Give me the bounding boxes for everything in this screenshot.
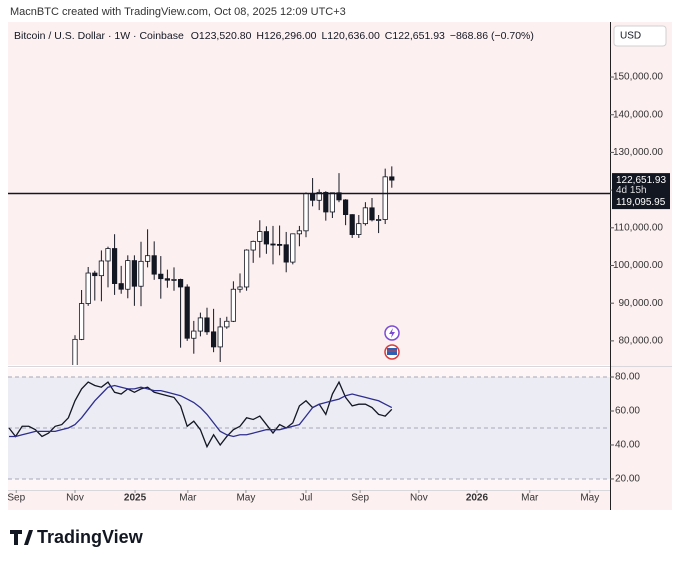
currency-button[interactable] xyxy=(613,25,667,47)
x-tick-label: May xyxy=(580,493,599,504)
x-tick-label: 2025 xyxy=(124,493,147,504)
hline-badge xyxy=(612,195,670,210)
legend-high: H126,296.00 xyxy=(256,30,316,42)
candle-body xyxy=(237,286,243,290)
candle-body xyxy=(92,272,98,277)
x-tick-label: Jul xyxy=(300,493,313,504)
x-tick-label: Nov xyxy=(410,493,428,504)
candle-body xyxy=(85,272,91,304)
candle-body xyxy=(342,199,349,216)
candle-body xyxy=(382,176,388,220)
candle-body xyxy=(290,233,296,263)
currency-label: USD xyxy=(620,31,641,42)
legend-open: O123,520.80 xyxy=(191,30,252,42)
candle-body xyxy=(144,255,151,262)
candle-body xyxy=(230,288,236,322)
candle-body xyxy=(389,176,395,181)
event-icon-bolt xyxy=(389,328,395,338)
candle-body xyxy=(217,326,223,348)
candle-body xyxy=(369,207,375,221)
candle-body xyxy=(204,317,210,333)
x-tick-label: Nov xyxy=(66,493,84,504)
x-tick-label: Sep xyxy=(7,493,25,504)
event-icons xyxy=(384,325,400,360)
x-tick-label: Mar xyxy=(521,493,539,504)
candle-body xyxy=(131,260,137,287)
candle-body xyxy=(78,303,85,340)
candle-body xyxy=(151,255,157,275)
y-tick-label: 150,000.00 xyxy=(613,72,663,83)
candle-body xyxy=(250,240,256,251)
y-tick-label: 110,000.00 xyxy=(614,222,664,233)
x-tick-label: May xyxy=(236,493,255,504)
candle-body xyxy=(138,260,144,287)
y-tick-label: 40.00 xyxy=(615,440,640,451)
hline-label: 119,095.95 xyxy=(616,197,666,208)
y-tick-label: 80,000.00 xyxy=(619,336,664,347)
candle-body xyxy=(224,320,230,328)
y-tick-label: 140,000.00 xyxy=(613,109,663,120)
candle-body xyxy=(164,278,170,281)
y-tick-label: 130,000.00 xyxy=(613,147,663,158)
y-tick-label: 60.00 xyxy=(615,406,640,417)
y-tick-label: 100,000.00 xyxy=(613,260,663,271)
y-tick-label: 80.00 xyxy=(615,372,640,383)
legend-close: C122,651.93 xyxy=(385,30,445,42)
rsi-lines xyxy=(8,380,393,449)
candle-body xyxy=(158,273,164,280)
candle-body xyxy=(171,279,177,281)
header: MacnBTC created with TradingView.com, Oc… xyxy=(10,6,346,18)
last-price-label: 122,651.93 xyxy=(616,175,666,186)
legend: Bitcoin / U.S. Dollar · 1W · Coinbase O1… xyxy=(14,30,534,42)
candle-body xyxy=(283,244,289,263)
x-tick-label: Mar xyxy=(179,493,197,504)
legend-symbol: Bitcoin / U.S. Dollar · 1W · Coinbase xyxy=(14,30,184,42)
candle-body xyxy=(72,338,78,365)
candle-body xyxy=(125,260,131,290)
candle-body xyxy=(316,191,322,201)
candle-body xyxy=(197,317,203,332)
candle-body xyxy=(257,231,263,242)
candle-body xyxy=(375,219,382,221)
candle-body xyxy=(184,286,190,339)
candle-body xyxy=(356,223,362,235)
candle-body xyxy=(263,231,269,245)
candle-body xyxy=(118,283,124,290)
y-tick-label: 20.00 xyxy=(615,474,640,485)
candle-body xyxy=(309,193,316,201)
logo: TradingView xyxy=(10,527,144,547)
candle-body xyxy=(111,248,118,284)
x-tick-label: Sep xyxy=(351,493,369,504)
candle-body xyxy=(362,207,368,225)
rsi-line xyxy=(8,380,393,449)
x-tick-label: 2026 xyxy=(466,493,489,504)
y-tick-label: 90,000.00 xyxy=(619,298,664,309)
last-price-badge xyxy=(612,173,670,198)
candle-body xyxy=(210,331,217,348)
price-axis xyxy=(610,22,672,510)
candle-body xyxy=(191,330,197,339)
candle-body xyxy=(303,193,309,232)
logo-text: TradingView xyxy=(37,527,144,547)
candle-body xyxy=(177,279,184,288)
candle-body xyxy=(270,243,276,246)
rsi-line xyxy=(8,384,393,438)
logo-mark xyxy=(10,530,33,545)
legend-low: L120,636.00 xyxy=(321,30,380,42)
candle-body xyxy=(323,191,329,213)
candle-body xyxy=(296,230,302,235)
countdown-label: 4d 15h xyxy=(616,185,647,196)
candle-body xyxy=(105,248,111,262)
candle-body xyxy=(98,260,104,277)
candle-body xyxy=(329,192,335,213)
candle-body xyxy=(349,214,355,235)
legend-change: −868.86 (−0.70%) xyxy=(450,30,534,42)
candle-body xyxy=(336,192,342,201)
time-axis xyxy=(8,490,610,510)
candle-body xyxy=(276,243,283,246)
candle-body xyxy=(243,249,250,288)
